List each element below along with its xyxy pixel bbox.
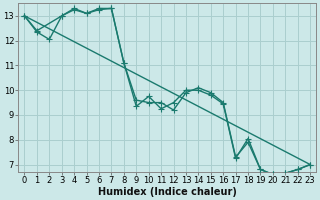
X-axis label: Humidex (Indice chaleur): Humidex (Indice chaleur): [98, 187, 237, 197]
